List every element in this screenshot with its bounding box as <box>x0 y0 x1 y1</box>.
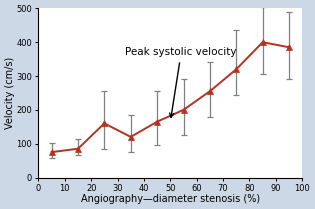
Y-axis label: Velocity (cm/s): Velocity (cm/s) <box>5 57 15 129</box>
Text: Peak systolic velocity: Peak systolic velocity <box>125 47 237 117</box>
X-axis label: Angiography—diameter stenosis (%): Angiography—diameter stenosis (%) <box>81 194 260 204</box>
